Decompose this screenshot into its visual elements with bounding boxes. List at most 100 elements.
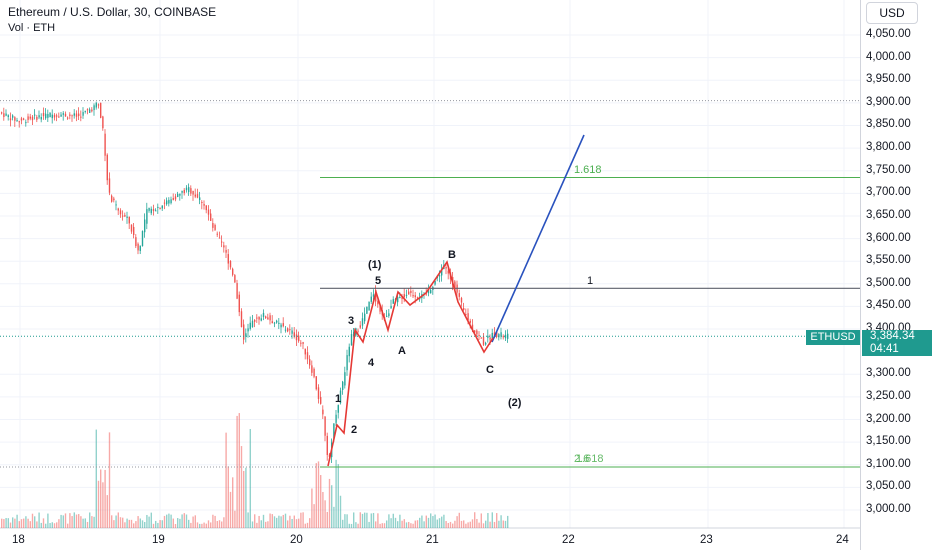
volume-bar xyxy=(498,520,500,528)
candle-body xyxy=(203,203,205,206)
candle-body xyxy=(80,116,82,118)
volume-bar xyxy=(265,521,267,528)
candle-body xyxy=(199,197,201,201)
candle-body xyxy=(405,294,408,296)
volume-bar xyxy=(45,523,47,528)
candle-body xyxy=(196,194,199,198)
candle-body xyxy=(315,376,317,390)
level-label-one[interactable]: 1 xyxy=(587,275,594,287)
wave-label-a[interactable]: A xyxy=(398,345,406,357)
price-chart[interactable] xyxy=(0,0,860,550)
volume-bar xyxy=(311,488,313,528)
wave-label-3[interactable]: 3 xyxy=(348,315,355,327)
volume-bar xyxy=(161,520,163,528)
volume-bar xyxy=(1,518,3,528)
volume-bar xyxy=(478,522,480,528)
volume-bar xyxy=(375,521,377,528)
volume-bar xyxy=(113,520,115,528)
candle-body xyxy=(240,311,243,328)
wave-label-1-parenthesized[interactable]: (1) xyxy=(368,259,382,271)
candle-body xyxy=(91,109,93,112)
candle-body xyxy=(12,115,14,118)
price-axis-label: 3,000.00 xyxy=(866,503,911,515)
candle-body xyxy=(25,122,27,124)
volume-bar xyxy=(496,513,498,528)
drawings[interactable] xyxy=(0,100,860,468)
price-scale[interactable] xyxy=(860,0,932,550)
volume-bar xyxy=(313,504,315,528)
candle-body xyxy=(287,328,289,332)
volume-bar xyxy=(245,467,247,528)
volume-bar xyxy=(80,516,82,528)
candle-body xyxy=(504,334,507,339)
time-axis-label: 24 xyxy=(836,534,849,546)
fib-extension-label-upper[interactable]: 1.618 xyxy=(574,164,602,176)
volume-bar xyxy=(436,519,438,528)
candle-body xyxy=(482,336,485,345)
candle-body xyxy=(117,208,119,211)
symbol-title[interactable]: Ethereum / U.S. Dollar, 30, COINBASE xyxy=(8,5,217,19)
candle-body xyxy=(370,296,372,302)
candle-body xyxy=(137,243,139,251)
candle-body xyxy=(434,280,436,285)
volume-bar xyxy=(232,477,234,528)
volume-bar xyxy=(474,512,476,528)
volume-bars xyxy=(1,413,509,528)
volume-bar xyxy=(62,515,64,528)
candle-body xyxy=(487,335,489,338)
volume-bar xyxy=(438,518,441,528)
candle-body xyxy=(324,416,326,436)
volume-bar xyxy=(476,518,478,528)
candle-body xyxy=(445,267,447,269)
volume-bar xyxy=(40,522,42,528)
fib-extension-label-overlap[interactable]: 2.6 xyxy=(574,453,590,465)
volume-bar xyxy=(315,463,317,528)
wave-label-2-parenthesized[interactable]: (2) xyxy=(508,397,522,409)
candle-body xyxy=(282,323,284,327)
volume-bar xyxy=(146,514,148,528)
volume-bar xyxy=(346,514,348,528)
volume-bar xyxy=(122,517,124,528)
fib-extension-label-lower[interactable]: 1.618 xyxy=(576,453,604,465)
volume-bar xyxy=(427,517,430,528)
candle-body xyxy=(205,205,207,211)
wave-label-5[interactable]: 5 xyxy=(375,275,382,287)
candle-body xyxy=(337,405,339,413)
candle-body xyxy=(463,307,465,311)
candle-body xyxy=(78,113,80,117)
candle-body xyxy=(397,296,399,303)
volume-bar xyxy=(49,523,51,528)
volume-indicator-label[interactable]: Vol · ETH xyxy=(8,22,56,34)
volume-bar xyxy=(467,522,469,528)
candle-body xyxy=(18,121,20,123)
wave-label-2[interactable]: 2 xyxy=(351,424,358,436)
volume-bar xyxy=(179,518,181,528)
volume-bar xyxy=(159,520,161,528)
wave-label-4[interactable]: 4 xyxy=(368,357,375,369)
volume-bar xyxy=(218,520,221,528)
wave-label-c[interactable]: C xyxy=(486,364,494,376)
wave-label-b[interactable]: B xyxy=(448,249,456,261)
volume-bar xyxy=(225,432,227,528)
candle-body xyxy=(42,113,45,117)
candle-body xyxy=(67,117,69,119)
volume-bar xyxy=(95,429,97,528)
candles xyxy=(1,101,509,464)
volume-bar xyxy=(170,514,172,528)
price-axis-label: 3,250.00 xyxy=(866,389,911,402)
volume-bar xyxy=(368,521,370,528)
volume-bar xyxy=(23,518,25,528)
volume-bar xyxy=(410,523,412,528)
currency-button[interactable]: USD xyxy=(866,2,918,24)
volume-bar xyxy=(216,521,218,528)
candle-body xyxy=(174,196,177,200)
price-axis-label: 3,200.00 xyxy=(866,412,911,425)
volume-bar xyxy=(262,514,265,528)
chart-area[interactable]: Ethereum / U.S. Dollar, 30, COINBASE Vol… xyxy=(0,0,860,550)
volume-bar xyxy=(500,515,502,528)
volume-bar xyxy=(152,523,155,528)
volume-bar xyxy=(485,520,487,528)
candle-body xyxy=(20,118,23,121)
wave-label-1[interactable]: 1 xyxy=(335,393,342,405)
volume-bar xyxy=(194,515,196,528)
